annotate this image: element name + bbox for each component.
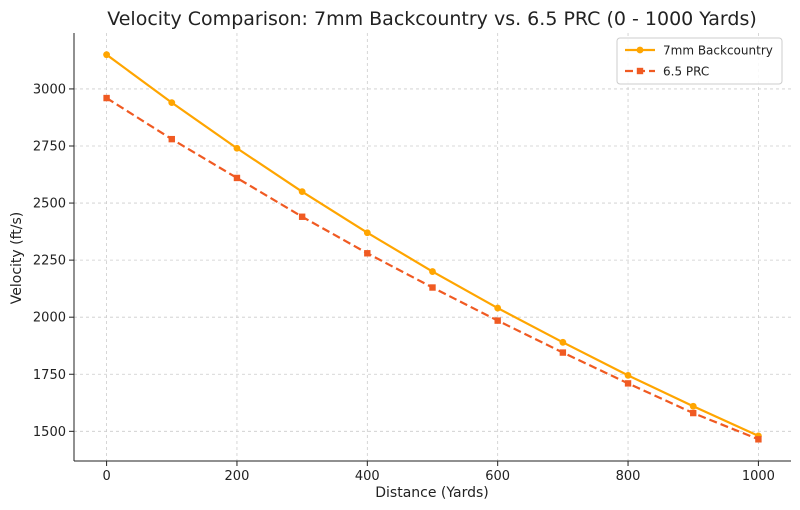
data-point xyxy=(755,436,762,443)
data-point xyxy=(233,144,241,152)
axes-layer: 0 200 400 600 800 1000 1500 1750 2000 2250 2500 275… xyxy=(33,33,791,484)
data-point xyxy=(689,402,697,410)
x-tick-label: 200 xyxy=(225,469,250,484)
data-point xyxy=(494,304,502,312)
data-point xyxy=(103,51,110,59)
x-axis-label: Distance (Yards) xyxy=(375,485,488,501)
y-tick-label: 1500 xyxy=(33,425,66,440)
series-layer xyxy=(103,51,762,443)
x-tick-label: 800 xyxy=(616,469,641,484)
data-point xyxy=(624,372,632,379)
data-point xyxy=(298,188,306,196)
data-point xyxy=(559,338,567,346)
data-point xyxy=(298,213,306,220)
data-point xyxy=(624,380,632,387)
y-tick-label: 1750 xyxy=(33,368,66,383)
x-tick-label: 600 xyxy=(485,469,510,484)
data-point xyxy=(168,99,176,107)
data-point xyxy=(494,317,501,324)
data-point xyxy=(233,174,241,182)
data-point xyxy=(168,135,175,143)
x-tick-label: 400 xyxy=(355,469,380,484)
x-tick-label: 0 xyxy=(102,469,110,484)
series-line-1 xyxy=(105,53,759,437)
legend: 7mm Backcountry 6.5 PRC xyxy=(616,37,783,85)
data-point xyxy=(429,284,436,291)
legend-swatch-marker xyxy=(636,67,644,75)
legend-label: 7mm Backcountry xyxy=(663,44,773,58)
chart-title: Velocity Comparison: 7mm Backcountry vs.… xyxy=(107,8,757,30)
data-point xyxy=(429,268,436,275)
data-point xyxy=(364,250,371,257)
grid-layer xyxy=(74,33,791,461)
y-axis-label: Velocity (ft/s) xyxy=(9,212,25,304)
data-point xyxy=(690,409,697,417)
y-tick-label: 2750 xyxy=(33,139,66,154)
data-point xyxy=(559,349,567,356)
y-tick-label: 2500 xyxy=(33,197,66,212)
legend-swatch-marker xyxy=(636,46,644,54)
y-tick-label: 2250 xyxy=(33,254,66,269)
x-tick-label: 1000 xyxy=(742,469,775,484)
legend-label: 6.5 PRC xyxy=(663,65,709,79)
data-point xyxy=(363,229,371,237)
legend-box xyxy=(616,37,783,85)
y-tick-label: 3000 xyxy=(33,82,66,97)
y-tick-label: 2000 xyxy=(33,311,66,326)
data-point xyxy=(103,94,110,102)
